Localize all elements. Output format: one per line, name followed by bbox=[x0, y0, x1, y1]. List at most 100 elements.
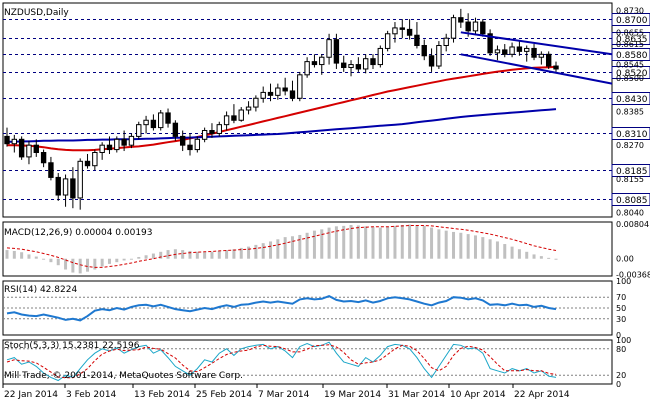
macd-histogram-bar bbox=[27, 254, 31, 259]
candle bbox=[84, 153, 91, 169]
macd-histogram-bar bbox=[247, 246, 251, 259]
candle bbox=[223, 111, 230, 131]
candle bbox=[48, 156, 54, 181]
price-axes: 0.8730 0.8655 0.8615 0.8545 0.8500 0.8385 0.82… bbox=[616, 6, 650, 389]
level-tag bbox=[611, 66, 650, 79]
candle bbox=[179, 130, 186, 152]
candle-body bbox=[494, 49, 501, 54]
candle-body bbox=[260, 91, 266, 99]
candle-body bbox=[253, 97, 259, 108]
moving-averages bbox=[7, 65, 557, 152]
candle bbox=[187, 133, 193, 156]
candle bbox=[436, 41, 442, 69]
candle-body bbox=[531, 47, 537, 58]
candle bbox=[392, 22, 398, 43]
macd-histogram-bar bbox=[422, 225, 426, 259]
candle bbox=[92, 149, 98, 171]
copyright-text: Mill Trade, © 2001-2014, MetaQuotes Soft… bbox=[4, 371, 243, 381]
candle-body bbox=[370, 58, 376, 66]
macd-histogram-bar bbox=[232, 249, 236, 259]
panel-frame-stoch bbox=[2, 339, 613, 385]
macd-histogram-bar bbox=[71, 258, 75, 273]
candle-body bbox=[48, 162, 54, 178]
candle bbox=[502, 44, 508, 58]
macd-histogram-bar bbox=[547, 257, 551, 259]
macd-histogram-bar bbox=[261, 243, 265, 259]
candle-body bbox=[509, 46, 515, 55]
candle bbox=[304, 57, 310, 78]
candle bbox=[18, 136, 25, 160]
macd-histogram-bar bbox=[400, 225, 404, 259]
candle-body bbox=[231, 115, 237, 121]
level-tag bbox=[611, 32, 650, 45]
candle-body bbox=[516, 46, 523, 52]
candle bbox=[458, 8, 464, 28]
macd-histogram-bar bbox=[488, 239, 492, 259]
candle bbox=[33, 139, 39, 157]
macd-histogram-bar bbox=[49, 258, 53, 263]
price-tick-label: 0.8655 bbox=[616, 28, 644, 37]
macd-histogram-bar bbox=[151, 253, 155, 259]
macd-histogram-bar bbox=[473, 235, 477, 259]
candle-body bbox=[377, 47, 384, 66]
candle bbox=[545, 51, 552, 69]
candle bbox=[253, 95, 259, 112]
candle-body bbox=[282, 87, 288, 92]
candle bbox=[487, 29, 493, 56]
stoch-main-line bbox=[6, 341, 557, 382]
candle-body bbox=[201, 130, 208, 140]
candle-body bbox=[450, 17, 457, 39]
level-label: 0.8085 bbox=[616, 196, 648, 206]
macd-histogram-bar bbox=[254, 244, 258, 259]
candle bbox=[494, 45, 501, 61]
candle-body bbox=[311, 61, 318, 66]
macd-histogram-bar bbox=[415, 225, 419, 259]
candle bbox=[11, 134, 18, 153]
macd-tick-label: -0.00368 bbox=[616, 271, 650, 280]
macd-histogram-bar bbox=[554, 258, 558, 260]
macd-tick-label: 0.00804 bbox=[616, 220, 649, 229]
macd-histogram-bar bbox=[210, 251, 214, 259]
candle-body bbox=[406, 28, 413, 36]
macd-histogram-bar bbox=[364, 226, 368, 259]
macd-histogram-bar bbox=[166, 250, 170, 259]
moving-average-slow bbox=[7, 108, 557, 143]
macd-histogram-bar bbox=[320, 229, 324, 259]
candle bbox=[370, 54, 376, 69]
channel-line-upper bbox=[460, 31, 613, 56]
candle-body bbox=[333, 39, 340, 64]
candle bbox=[106, 136, 113, 154]
candle bbox=[421, 39, 427, 61]
rsi-tick-label: 50 bbox=[616, 304, 626, 313]
candle bbox=[428, 48, 435, 72]
candle bbox=[348, 60, 354, 77]
candle-body bbox=[480, 21, 486, 35]
rsi-tick-label: 0 bbox=[616, 331, 621, 340]
time-label: 22 Jan 2014 bbox=[4, 390, 58, 400]
candle-body bbox=[172, 122, 179, 137]
candle-body bbox=[121, 138, 127, 146]
price-tick-label: 0.8730 bbox=[616, 6, 644, 15]
candle-body bbox=[275, 87, 281, 96]
level-label: 0.8430 bbox=[616, 95, 648, 105]
macd-histogram-bar bbox=[203, 252, 207, 259]
macd-histogram-bar bbox=[269, 241, 273, 259]
macd-histogram-bar bbox=[137, 256, 141, 259]
macd-histogram-bar bbox=[349, 225, 353, 259]
candle bbox=[201, 127, 208, 143]
stoch-tick-label: 0 bbox=[616, 380, 621, 389]
candle-body bbox=[158, 112, 164, 129]
macd-histogram-bar bbox=[378, 227, 382, 259]
candle bbox=[341, 55, 347, 72]
candle-body bbox=[538, 53, 545, 58]
macd-histogram-bar bbox=[225, 250, 229, 259]
level-tag bbox=[611, 127, 650, 140]
macd-histogram-bar bbox=[239, 247, 243, 259]
candle bbox=[267, 83, 274, 102]
macd-histogram-bar bbox=[305, 232, 309, 259]
stoch-tick-label: 100 bbox=[616, 336, 631, 345]
level-tag bbox=[611, 48, 650, 61]
macd-histogram-bar bbox=[56, 258, 60, 266]
macd-histogram-bar bbox=[510, 246, 514, 259]
